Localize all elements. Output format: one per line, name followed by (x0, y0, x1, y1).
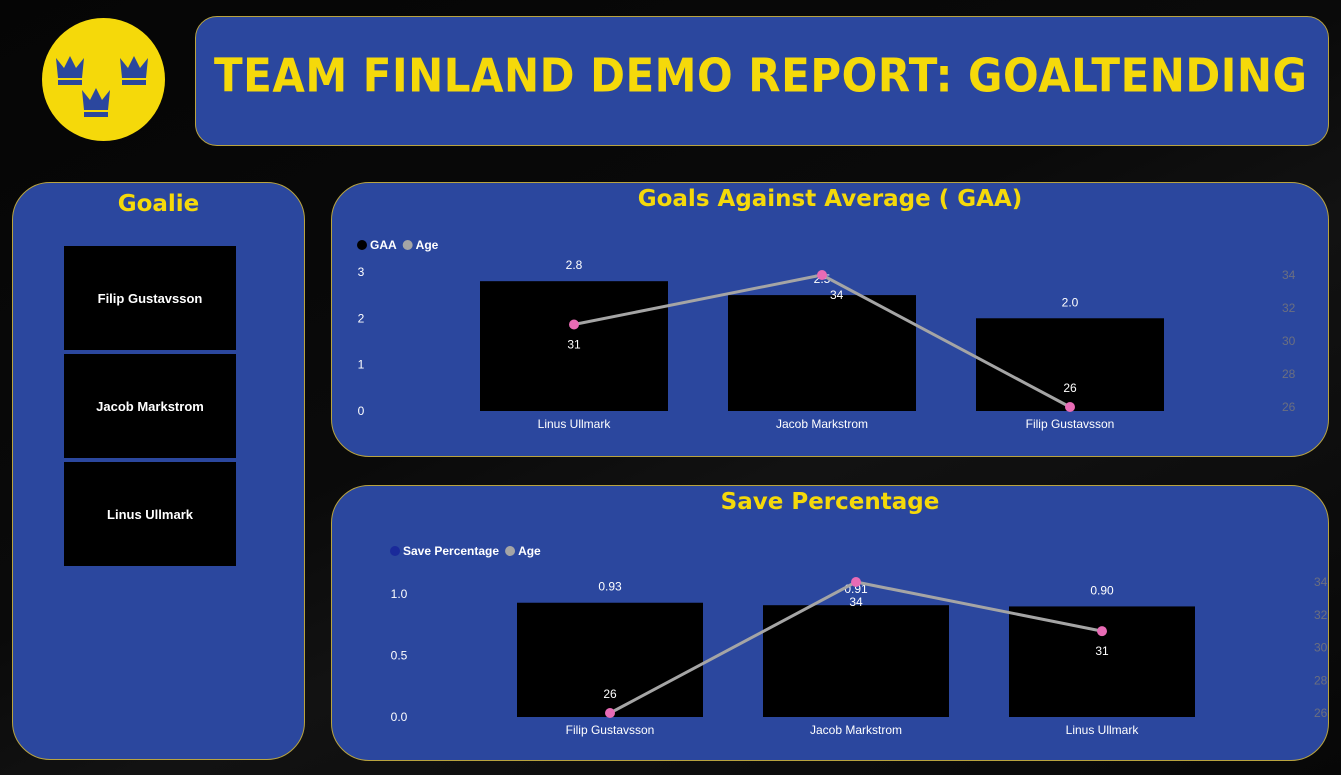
y-tick-label: 1 (358, 358, 365, 372)
y2-tick-label: 26 (1282, 400, 1296, 414)
age-point (851, 577, 861, 587)
save-pct-chart-title: Save Percentage (720, 489, 940, 515)
slicer-item-jacob-markstrom[interactable]: Jacob Markstrom (64, 354, 236, 458)
legend-label: Save Percentage (403, 544, 499, 558)
three-crowns-icon (42, 18, 165, 141)
age-point (605, 708, 615, 718)
gaa-chart-panel: Goals Against Average ( GAA) GAA Age 0 1 2 3 2… (331, 182, 1329, 457)
legend-marker (390, 546, 400, 556)
legend-marker (505, 546, 516, 556)
y-tick-label: 1.0 (391, 587, 408, 601)
age-point (817, 270, 827, 280)
y-tick-label: 0.5 (391, 649, 408, 663)
y2-tick-label: 32 (1314, 608, 1327, 622)
slicer-item-linus-ullmark[interactable]: Linus Ullmark (64, 462, 236, 566)
y2-tick-label: 28 (1314, 673, 1327, 687)
x-tick-label: Filip Gustavsson (1026, 417, 1115, 431)
save-pct-chart: Save Percentage Age 0.0 0.5 1.0 26 28 30 32 34 0.9… (390, 544, 1327, 737)
y-tick-label: 3 (358, 265, 365, 279)
x-tick-label: Linus Ullmark (1066, 723, 1140, 737)
bar (480, 281, 668, 411)
legend-label: Age (518, 544, 541, 558)
goalie-slicer-title: Goalie (117, 191, 200, 217)
x-tick-label: Filip Gustavsson (566, 723, 655, 737)
y2-tick-label: 26 (1314, 706, 1327, 720)
age-data-label: 31 (1095, 644, 1109, 658)
legend-label: GAA (370, 238, 397, 252)
goalie-slicer: Goalie Filip Gustavsson Jacob Markstrom … (12, 182, 305, 760)
y-tick-label: 0.0 (391, 710, 408, 724)
legend-marker (402, 240, 413, 250)
age-data-label: 31 (567, 338, 581, 352)
bar (517, 602, 703, 717)
bar-data-label: 2.0 (1062, 295, 1079, 309)
y-tick-label: 2 (358, 311, 365, 325)
age-data-label: 34 (830, 288, 844, 302)
bar (1009, 606, 1195, 717)
x-tick-label: Linus Ullmark (538, 417, 612, 431)
y2-tick-label: 30 (1314, 641, 1327, 655)
bar-data-label: 2.8 (566, 258, 583, 272)
age-data-label: 26 (1063, 381, 1077, 395)
page-title: TEAM FINLAND DEMO REPORT: GOALTENDING (214, 48, 1308, 103)
y2-tick-label: 34 (1282, 268, 1296, 282)
x-tick-label: Jacob Markstrom (810, 723, 902, 737)
age-point (1065, 402, 1075, 412)
bar-data-label: 0.90 (1090, 583, 1114, 597)
team-logo (42, 18, 165, 141)
legend-label: Age (416, 238, 439, 252)
y2-tick-label: 34 (1314, 575, 1327, 589)
bar (728, 295, 916, 411)
age-data-label: 26 (603, 687, 617, 701)
y2-tick-label: 30 (1282, 334, 1296, 348)
y2-tick-label: 32 (1282, 301, 1296, 315)
x-tick-label: Jacob Markstrom (776, 417, 868, 431)
slicer-item-filip-gustavsson[interactable]: Filip Gustavsson (64, 246, 236, 350)
gaa-chart-title: Goals Against Average ( GAA) (637, 186, 1023, 212)
age-point (1097, 626, 1107, 637)
report-header: TEAM FINLAND DEMO REPORT: GOALTENDING (195, 16, 1329, 146)
legend-marker (357, 240, 367, 250)
age-point (569, 319, 579, 330)
save-pct-chart-panel: Save Percentage Save Percentage Age 0.0 0.5… (331, 485, 1329, 761)
y-tick-label: 0 (358, 404, 365, 418)
bar (763, 605, 949, 717)
age-data-label: 34 (849, 595, 863, 609)
y2-tick-label: 28 (1282, 367, 1296, 381)
bar-data-label: 0.93 (598, 580, 622, 594)
bar (976, 318, 1164, 411)
